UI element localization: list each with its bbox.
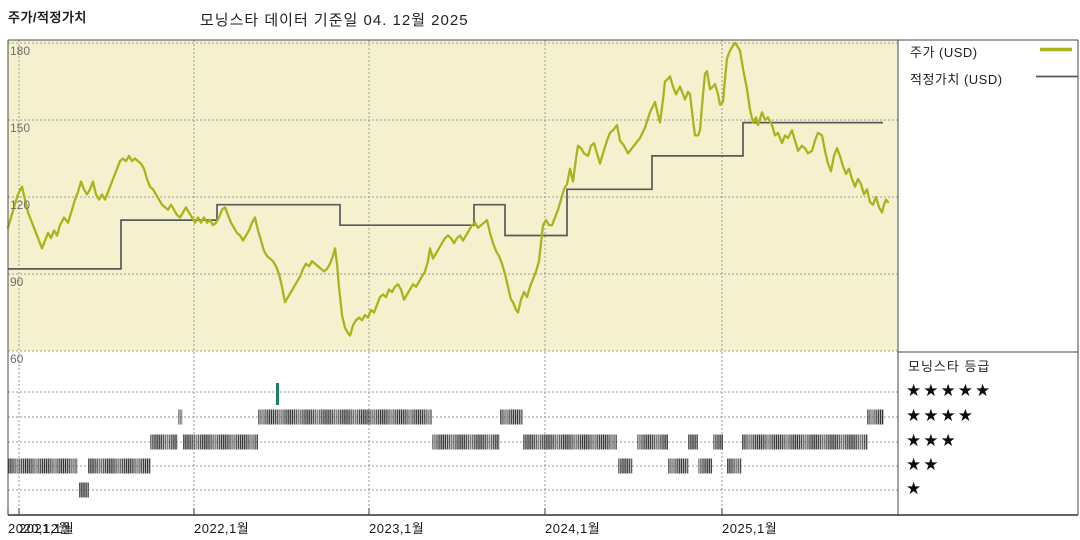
legend-price-label: 주가 (USD) <box>910 45 978 60</box>
price-line <box>6 41 890 337</box>
y-axis-label-150: 150 <box>10 121 31 135</box>
special-rating-mark <box>276 383 279 405</box>
rating-segment-3-star <box>183 434 258 450</box>
legend-fair-value-label: 적정가치 (USD) <box>910 72 1003 87</box>
y-axis-label-120: 120 <box>10 198 31 212</box>
plot-background <box>8 40 898 351</box>
star-rating-row-2: ★★ <box>906 455 941 474</box>
x-axis-label: 2023,1월 <box>369 521 425 536</box>
x-axis-label: 2025,1월 <box>722 521 778 536</box>
fair-value-line <box>8 121 883 270</box>
x-axis-label: 2021,1월 <box>19 521 75 536</box>
ratings-panel-title: 모닝스타 등급 <box>908 359 991 374</box>
star-rating-row-1: ★ <box>906 479 924 498</box>
y-axis-label-180: 180 <box>10 44 31 58</box>
star-rating-row-4: ★★★★ <box>906 406 975 425</box>
page-title: 주가/적정가치 <box>8 10 87 25</box>
y-axis-label-60: 60 <box>10 352 24 366</box>
x-axis-label: 2024,1월 <box>545 521 601 536</box>
x-axis-label: 2020,12월 <box>8 521 71 536</box>
y-axis-label-90: 90 <box>10 275 24 289</box>
data-as-of-subtitle: 모닝스타 데이터 기준일 04. 12월 2025 <box>200 12 469 29</box>
legend-item-price: 주가 (USD) <box>910 42 978 61</box>
legend-item-fair-value: 적정가치 (USD) <box>910 69 1003 88</box>
x-axis-label: 2022,1월 <box>194 521 250 536</box>
star-rating-row-5: ★★★★★ <box>906 381 993 400</box>
star-rating-row-3: ★★★ <box>906 431 958 450</box>
